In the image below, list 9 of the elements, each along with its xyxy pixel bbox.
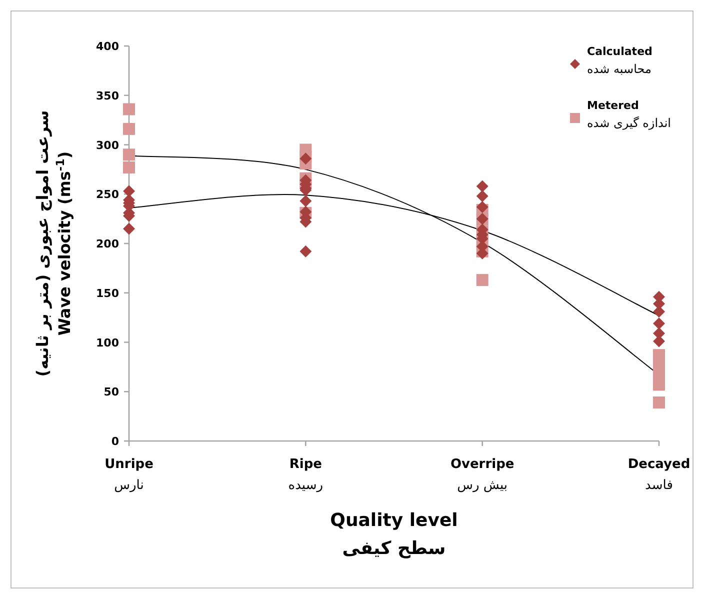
y-tick-label: 200 [96, 238, 120, 250]
y-tick-label: 350 [96, 89, 120, 102]
y-tick-label: 100 [96, 336, 120, 350]
y-tick-label: 400 [96, 40, 120, 53]
y-tick-label: 50 [104, 386, 120, 399]
y-tick-label: 250 [96, 188, 120, 202]
y-tick-label: 0 [111, 435, 120, 448]
y-tick-label: 150 [96, 286, 120, 300]
y-tick-label: 300 [96, 138, 120, 152]
